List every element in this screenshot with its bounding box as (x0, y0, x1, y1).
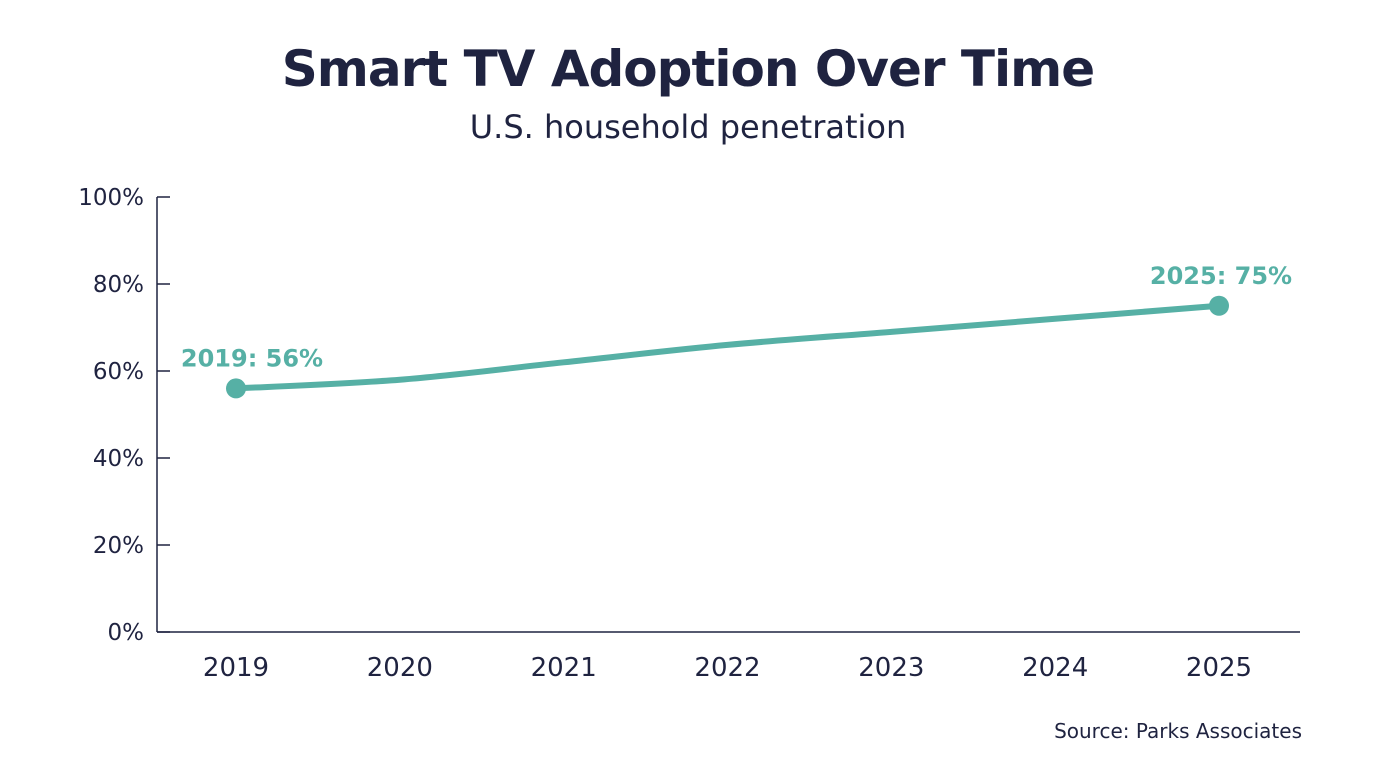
y-tick-label: 0% (108, 620, 145, 646)
y-tick-label: 20% (93, 533, 144, 559)
x-tick-label: 2023 (858, 653, 924, 683)
x-tick-label: 2024 (1022, 653, 1088, 683)
data-point (1209, 295, 1229, 316)
source-note: Source: Parks Associates (1054, 719, 1302, 743)
x-tick-label: 2021 (531, 653, 597, 683)
data-label: 2025: 75% (1150, 262, 1292, 290)
data-point (226, 378, 246, 399)
x-tick-label: 2025 (1186, 653, 1252, 683)
y-tick-label: 40% (93, 446, 144, 472)
data-label: 2019: 56% (181, 344, 323, 372)
series-line (233, 302, 1222, 392)
chart-subtitle: U.S. household penetration (469, 108, 907, 146)
y-tick-label: 60% (93, 359, 144, 385)
x-tick-label: 2020 (367, 653, 433, 683)
y-tick-label: 100% (78, 185, 144, 211)
chart-title: Smart TV Adoption Over Time (281, 40, 1095, 98)
x-tick-label: 2019 (203, 653, 269, 683)
x-tick-label: 2022 (694, 653, 760, 683)
y-tick-label: 80% (93, 272, 144, 298)
